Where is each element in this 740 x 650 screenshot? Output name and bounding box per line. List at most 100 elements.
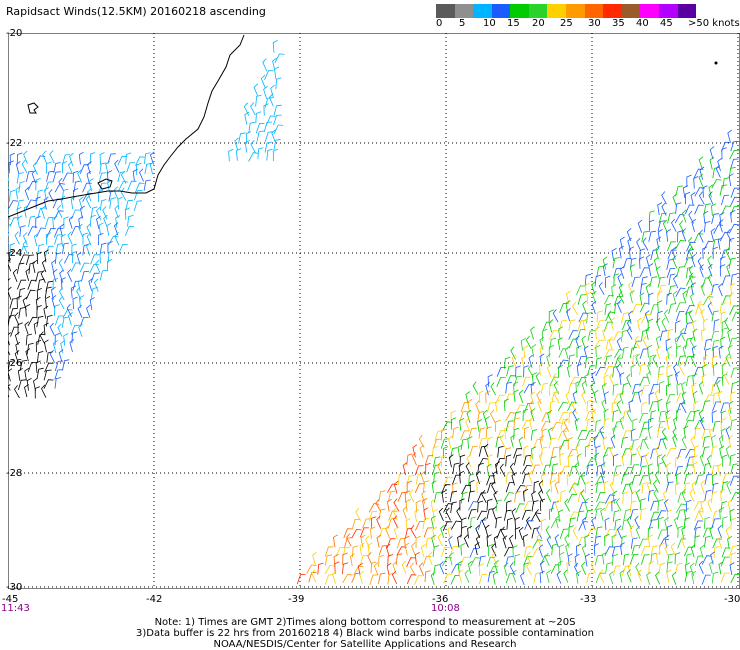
- wind-barb: [54, 234, 63, 245]
- wind-barb: [86, 170, 92, 184]
- wind-barb: [657, 517, 664, 529]
- wind-barb: [611, 401, 618, 414]
- wind-barb: [324, 574, 334, 585]
- wind-barb: [540, 518, 547, 532]
- wind-barb: [713, 319, 720, 332]
- wind-barb: [711, 213, 720, 225]
- wind-barb: [357, 563, 363, 576]
- wind-barb: [506, 365, 514, 377]
- wind-barb: [581, 335, 586, 349]
- wind-barb: [450, 574, 461, 585]
- wind-barb: [721, 205, 731, 216]
- wind-barb: [450, 417, 457, 430]
- wind-barb: [636, 238, 642, 252]
- wind-barb: [727, 328, 733, 342]
- wind-barb: [632, 418, 638, 431]
- wind-barb: [602, 256, 608, 270]
- wind-barb: [691, 481, 697, 495]
- wind-barb: [691, 218, 697, 232]
- legend-label: >50 knots: [688, 18, 740, 29]
- wind-barb: [557, 430, 568, 441]
- wind-barb: [520, 337, 526, 351]
- wind-barb: [632, 354, 639, 367]
- wind-barb: [603, 418, 610, 430]
- wind-barb: [727, 499, 733, 513]
- wind-barb: [621, 473, 629, 485]
- wind-barb: [422, 498, 428, 511]
- wind-barb: [657, 300, 663, 313]
- wind-barb: [484, 416, 490, 430]
- wind-barb: [437, 533, 443, 547]
- wind-barb: [622, 410, 630, 422]
- wind-barb: [234, 137, 239, 151]
- wind-barb: [626, 515, 633, 530]
- wind-barb: [518, 526, 524, 541]
- wind-barb: [656, 265, 661, 280]
- wind-barb: [575, 444, 581, 458]
- wind-barb: [499, 434, 506, 448]
- wind-barb: [672, 434, 677, 448]
- wind-barb: [43, 369, 52, 381]
- wind-barb: [529, 453, 534, 467]
- wind-barb: [248, 152, 259, 162]
- wind-barb: [580, 471, 586, 485]
- wind-barb: [415, 500, 421, 513]
- wind-barb: [512, 545, 518, 558]
- wind-barb: [609, 445, 615, 459]
- wind-barb: [641, 402, 647, 414]
- wind-barb: [19, 246, 29, 257]
- wind-barb: [125, 152, 132, 165]
- wind-barb: [378, 572, 386, 584]
- legend-swatch: [584, 4, 604, 18]
- wind-barb: [50, 286, 56, 300]
- wind-barb: [423, 480, 430, 493]
- wind-barb: [12, 268, 18, 283]
- wind-barb: [263, 121, 273, 133]
- wind-barb: [76, 251, 82, 265]
- wind-barb: [650, 500, 659, 511]
- wind-barb: [59, 223, 65, 237]
- wind-barb: [591, 371, 596, 385]
- wind-barb: [701, 428, 711, 440]
- wind-barb: [603, 408, 609, 422]
- wind-barb: [531, 490, 536, 504]
- wind-barb: [35, 339, 42, 353]
- legend-swatch: [473, 4, 492, 18]
- wind-barb: [594, 326, 601, 340]
- wind-barb: [694, 427, 701, 439]
- wind-barb: [375, 498, 382, 512]
- wind-barb: [681, 228, 687, 242]
- legend-swatch: [603, 4, 622, 18]
- wind-barb: [675, 345, 682, 358]
- wind-barb: [728, 257, 737, 269]
- wind-barb: [712, 482, 719, 495]
- wind-barb: [643, 436, 649, 450]
- wind-barb: [523, 426, 530, 439]
- wind-barb: [650, 511, 660, 522]
- wind-barb: [584, 282, 590, 296]
- wind-barb: [62, 359, 70, 371]
- wind-barb: [513, 381, 519, 395]
- wind-barb: [629, 264, 635, 277]
- wind-barb: [549, 376, 560, 387]
- wind-barb: [114, 159, 120, 173]
- wind-barb: [34, 386, 40, 399]
- wind-barb: [452, 474, 461, 485]
- wind-barb: [96, 215, 101, 229]
- wind-barb: [118, 243, 128, 254]
- wind-barb: [730, 418, 737, 431]
- wind-barb: [46, 170, 54, 182]
- wind-barb: [666, 447, 677, 458]
- wind-barb: [61, 316, 70, 328]
- wind-barb: [729, 562, 735, 575]
- wind-barb: [343, 528, 353, 539]
- wind-barb: [719, 264, 726, 277]
- wind-barb: [661, 317, 667, 331]
- wind-barb: [584, 509, 593, 521]
- wind-barb: [68, 215, 74, 229]
- wind-barb: [422, 556, 432, 567]
- wind-barb: [629, 290, 635, 304]
- wind-barb: [448, 435, 453, 449]
- wind-barb: [730, 206, 740, 217]
- wind-barb: [688, 210, 694, 224]
